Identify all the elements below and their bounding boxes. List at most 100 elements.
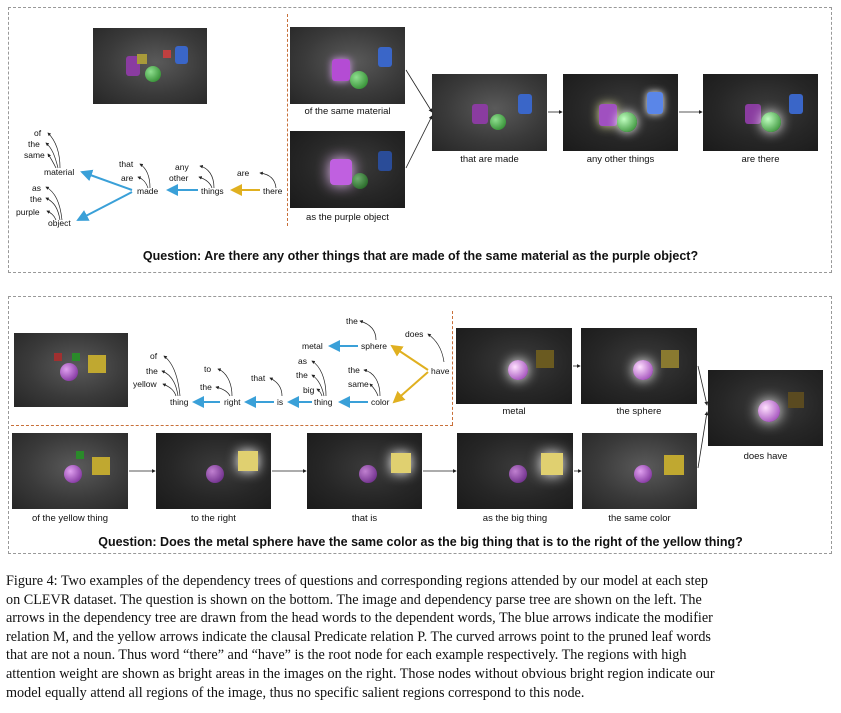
cube-yellow xyxy=(536,350,554,368)
sphere-green xyxy=(145,66,161,82)
ex1-img-are-there xyxy=(703,74,818,151)
ex1-original-image xyxy=(93,28,207,104)
cylinder-blue xyxy=(647,92,663,114)
sphere-purple xyxy=(206,465,224,483)
tree-word-are: are xyxy=(121,173,134,183)
example2-panel xyxy=(8,296,832,554)
ex2-img-to-the-right xyxy=(156,433,271,509)
caption-line: model equally attend all regions of the … xyxy=(6,684,585,701)
cylinder-purple xyxy=(330,159,352,185)
caption-that-are-made: that are made xyxy=(460,154,519,165)
tree-word-to: to xyxy=(204,364,212,374)
tree-word-color: color xyxy=(371,397,390,407)
figure-caption: Figure 4: Two examples of the dependency… xyxy=(6,572,834,702)
tree-word-sphere: sphere xyxy=(361,341,387,351)
ex1-img-same-material xyxy=(290,27,405,104)
tree-word-the4: the xyxy=(348,365,360,375)
cube-yellow xyxy=(88,355,106,373)
ex2-img-does-have xyxy=(708,370,823,446)
sphere-purple xyxy=(359,465,377,483)
tree-word-thing: thing xyxy=(170,397,189,407)
ex2-tree-arrows xyxy=(161,320,445,408)
cube-yellow xyxy=(238,451,258,471)
tree-word-material: material xyxy=(44,167,75,177)
ex1-divider xyxy=(287,14,288,226)
ex2-img-same-color xyxy=(582,433,697,509)
sphere-purple xyxy=(634,465,652,483)
sphere-green xyxy=(490,114,506,130)
cube-yellow xyxy=(664,455,684,475)
tree-word-things: things xyxy=(201,186,224,196)
cube-green xyxy=(72,353,80,361)
cube-red xyxy=(54,353,62,361)
ex1-img-any-other-things xyxy=(563,74,678,151)
cube-yellow xyxy=(92,457,110,475)
caption-the-sphere: the sphere xyxy=(616,406,662,417)
sphere-green xyxy=(350,71,368,89)
tree-word-purple: purple xyxy=(16,207,40,217)
tree-word-that: that xyxy=(251,373,266,383)
tree-word-same: same xyxy=(348,379,369,389)
caption-line: that are not a noun. Thus word “there” a… xyxy=(6,647,687,664)
cube-red xyxy=(163,50,171,58)
sphere-purple xyxy=(60,363,78,381)
caption-does-have: does have xyxy=(743,451,788,462)
tree-word-does: does xyxy=(405,329,424,339)
tree-word-any: any xyxy=(175,162,189,172)
tree-word-yellow: yellow xyxy=(133,379,157,389)
ex1-img-that-are-made xyxy=(432,74,547,151)
caption-of-yellow-thing: of the yellow thing xyxy=(31,513,109,524)
tree-word-the: the xyxy=(146,366,158,376)
tree-word-as: as xyxy=(32,183,41,193)
tree-word-other: other xyxy=(169,173,189,183)
tree-word-have: have xyxy=(431,366,450,376)
caption-of-same-material: of the same material xyxy=(304,106,391,117)
sphere-purple xyxy=(509,465,527,483)
ex2-original-image xyxy=(14,333,128,407)
caption-line: arrows in the dependency tree are drawn … xyxy=(6,610,713,627)
sphere-green xyxy=(617,112,637,132)
tree-word-are2: are xyxy=(237,168,250,178)
tree-word-metal: metal xyxy=(302,341,323,351)
cube-yellow xyxy=(788,392,804,408)
ex2-img-big-thing xyxy=(457,433,573,509)
cube-yellow xyxy=(137,54,147,64)
tree-word-made: made xyxy=(137,186,159,196)
ex2-divider-vertical xyxy=(452,311,453,425)
sphere-purple xyxy=(508,360,528,380)
caption-line: relation M, and the yellow arrows indica… xyxy=(6,628,711,645)
tree-word-of: of xyxy=(150,351,158,361)
cylinder-purple xyxy=(332,59,350,81)
sphere-green xyxy=(761,112,781,132)
tree-word-thing2: thing xyxy=(314,397,333,407)
cylinder-blue xyxy=(789,94,803,114)
ex2-img-yellow-thing xyxy=(12,433,128,509)
tree-word-the2: the xyxy=(30,194,42,204)
tree-word-big: big xyxy=(303,385,315,395)
cylinder-blue xyxy=(378,47,392,67)
cylinder-blue xyxy=(378,151,392,171)
ex2-question: Question: Does the metal sphere have the… xyxy=(98,535,743,549)
cylinder-purple xyxy=(126,56,140,76)
ex2-divider-horizontal xyxy=(11,425,453,426)
tree-word-right: right xyxy=(224,397,241,407)
caption-same-color: the same color xyxy=(608,513,671,524)
ex1-question: Question: Are there any other things tha… xyxy=(142,249,699,263)
caption-any-other-things: any other things xyxy=(586,154,655,165)
caption-line: on CLEVR dataset. The question is shown … xyxy=(6,591,702,608)
caption-as-purple-object: as the purple object xyxy=(306,212,389,223)
cube-green xyxy=(76,451,84,459)
tree-word-object: object xyxy=(48,218,71,228)
ex2-img-metal xyxy=(456,328,572,404)
cube-yellow xyxy=(661,350,679,368)
sphere-green xyxy=(352,173,368,189)
ex1-img-purple-object xyxy=(290,131,405,208)
cube-yellow xyxy=(541,453,563,475)
tree-word-the5: the xyxy=(346,316,358,326)
sphere-purple xyxy=(64,465,82,483)
tree-word-that: that xyxy=(119,159,134,169)
cylinder-purple xyxy=(599,104,617,126)
tree-word-the3: the xyxy=(296,370,308,380)
tree-word-of: of xyxy=(34,128,42,138)
